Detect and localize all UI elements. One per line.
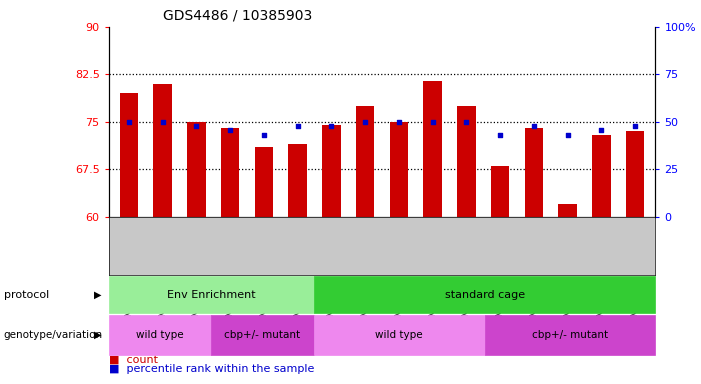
Point (461, 119, 472, 125)
Bar (221, 128, 240, 217)
Text: standard cage: standard cage (444, 290, 524, 300)
Point (427, 119, 438, 125)
Bar (288, 144, 307, 217)
Point (292, 122, 304, 129)
Point (326, 122, 337, 129)
Point (258, 132, 269, 138)
Text: ■  percentile rank within the sample: ■ percentile rank within the sample (109, 364, 314, 374)
Bar (524, 128, 543, 217)
Text: GDS4486 / 10385903: GDS4486 / 10385903 (163, 9, 313, 23)
Point (393, 119, 404, 125)
Point (224, 126, 236, 132)
Bar (356, 106, 374, 217)
Text: cbp+/- mutant: cbp+/- mutant (224, 330, 301, 340)
Point (495, 132, 506, 138)
Point (123, 119, 135, 125)
Text: wild type: wild type (375, 330, 423, 340)
Point (191, 122, 202, 129)
Text: Env Enrichment: Env Enrichment (167, 290, 255, 300)
Bar (254, 147, 273, 217)
Bar (491, 166, 510, 217)
Point (562, 132, 573, 138)
Point (529, 122, 540, 129)
Text: wild type: wild type (136, 330, 184, 340)
Text: cbp+/- mutant: cbp+/- mutant (532, 330, 608, 340)
Bar (187, 122, 205, 217)
Bar (626, 131, 644, 217)
Bar (592, 135, 611, 217)
Point (360, 119, 371, 125)
Text: genotype/variation: genotype/variation (4, 330, 102, 340)
Text: ▶: ▶ (95, 290, 102, 300)
Bar (154, 84, 172, 217)
Text: ■  count: ■ count (109, 355, 158, 365)
Point (596, 126, 607, 132)
Point (157, 119, 168, 125)
Bar (390, 122, 408, 217)
Bar (423, 81, 442, 217)
Bar (559, 204, 577, 217)
Bar (457, 106, 476, 217)
Bar (322, 125, 341, 217)
Text: protocol: protocol (4, 290, 49, 300)
Point (629, 122, 641, 129)
Bar (120, 93, 138, 217)
Text: ▶: ▶ (95, 330, 102, 340)
